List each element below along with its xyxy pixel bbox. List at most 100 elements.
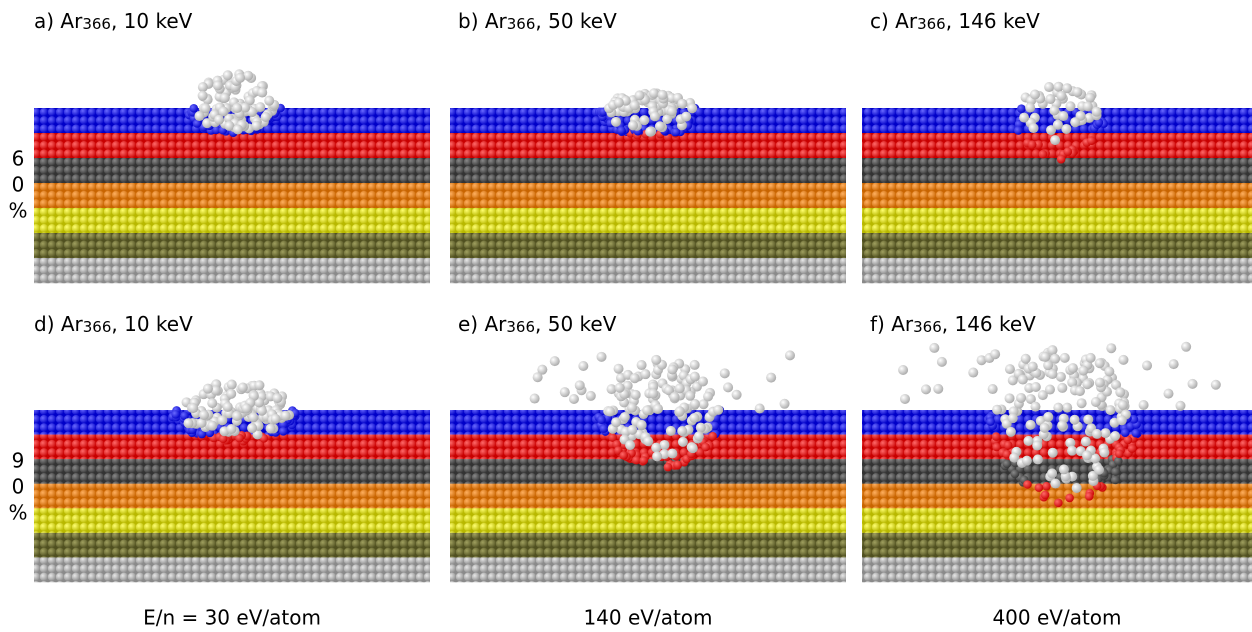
atom-layer xyxy=(34,557,430,582)
atom xyxy=(223,70,233,80)
atom xyxy=(678,437,688,447)
atom xyxy=(1077,398,1087,408)
panel-label: f) Ar366, 146 keV xyxy=(870,312,1036,336)
atom-layer xyxy=(34,183,430,208)
atom xyxy=(241,403,251,413)
atom xyxy=(1075,386,1085,396)
atom xyxy=(619,451,628,460)
atom xyxy=(614,98,624,108)
atom xyxy=(605,407,615,417)
atom xyxy=(630,100,640,110)
atom xyxy=(651,443,661,453)
label-suffix: , 146 keV xyxy=(942,312,1036,336)
atom xyxy=(1040,423,1050,433)
label-prefix: a) Ar xyxy=(34,9,83,33)
atom xyxy=(611,417,621,427)
atom xyxy=(681,112,691,122)
atom xyxy=(990,349,1000,359)
atom-layer xyxy=(34,484,430,509)
atom xyxy=(1011,470,1020,479)
atom xyxy=(1008,413,1018,423)
atom xyxy=(664,463,673,472)
atom xyxy=(1041,491,1050,500)
atom xyxy=(1006,427,1016,437)
atom xyxy=(921,384,931,394)
atom xyxy=(1061,124,1071,134)
atom xyxy=(233,125,243,135)
atom xyxy=(732,390,742,400)
atom xyxy=(226,389,236,399)
atom xyxy=(266,424,276,434)
atom-layer xyxy=(450,533,846,558)
atom xyxy=(900,394,910,404)
atom xyxy=(988,384,998,394)
atom xyxy=(171,410,180,419)
label-suffix: , 10 keV xyxy=(111,9,193,33)
atom xyxy=(1019,113,1029,123)
atom xyxy=(658,90,668,100)
atom xyxy=(653,404,663,414)
atom xyxy=(281,411,291,421)
atom xyxy=(1115,449,1124,458)
atom-layer xyxy=(862,557,1252,582)
atom xyxy=(1095,358,1105,368)
atom xyxy=(1095,378,1105,388)
atom xyxy=(1062,403,1072,413)
label-subscript: 366 xyxy=(506,318,535,336)
atom xyxy=(1087,136,1096,145)
atom xyxy=(1092,429,1102,439)
atom xyxy=(1083,414,1093,424)
atom xyxy=(617,126,626,135)
atom xyxy=(251,121,261,131)
panel: e) Ar366, 50 keV xyxy=(450,312,846,583)
atom xyxy=(248,412,258,422)
row-label: 6 xyxy=(12,147,25,171)
atom xyxy=(898,365,908,375)
atom xyxy=(1082,379,1092,389)
atom xyxy=(673,460,682,469)
atom xyxy=(1043,412,1053,422)
atom xyxy=(1072,483,1082,493)
atom xyxy=(198,91,208,101)
atom xyxy=(189,104,198,113)
atom xyxy=(1104,367,1114,377)
atom xyxy=(685,391,695,401)
atom xyxy=(1056,372,1066,382)
atom-layer xyxy=(34,508,430,533)
atom xyxy=(611,117,621,127)
atom xyxy=(677,99,687,109)
atom-layer xyxy=(450,557,846,582)
atom xyxy=(628,120,638,130)
atom xyxy=(1016,393,1026,403)
label-prefix: b) Ar xyxy=(458,9,508,33)
atom xyxy=(1039,150,1048,159)
atom xyxy=(201,103,211,113)
atom xyxy=(247,423,257,433)
atom-layer xyxy=(450,484,846,509)
atom xyxy=(1188,379,1198,389)
atom xyxy=(675,406,685,416)
label-prefix: c) Ar xyxy=(870,9,918,33)
atom xyxy=(1032,441,1042,451)
atom xyxy=(1050,479,1060,489)
atom xyxy=(217,415,227,425)
atom xyxy=(1106,343,1116,353)
atom xyxy=(226,424,236,434)
atom xyxy=(1047,468,1057,478)
atom xyxy=(597,415,606,424)
atom xyxy=(1067,446,1077,456)
atom xyxy=(1057,155,1066,164)
atom xyxy=(575,380,585,390)
atom xyxy=(1132,429,1141,438)
atom xyxy=(643,436,653,446)
atom xyxy=(1035,483,1044,492)
atom xyxy=(232,411,242,421)
atom xyxy=(1118,400,1128,410)
panel-label: c) Ar366, 146 keV xyxy=(870,9,1040,33)
atom xyxy=(183,418,193,428)
atom xyxy=(223,402,233,412)
atom xyxy=(1004,441,1013,450)
atom xyxy=(627,403,637,413)
atom xyxy=(1053,403,1063,413)
atom xyxy=(1042,482,1051,491)
